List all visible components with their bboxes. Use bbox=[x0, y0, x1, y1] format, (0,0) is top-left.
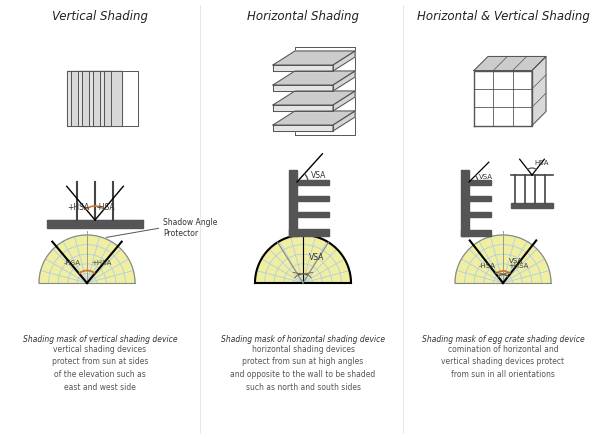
Bar bbox=[297, 212, 329, 216]
Polygon shape bbox=[77, 71, 82, 126]
Polygon shape bbox=[474, 71, 532, 126]
Polygon shape bbox=[273, 91, 355, 105]
Bar bbox=[297, 195, 329, 201]
Bar bbox=[469, 180, 491, 184]
Text: Vertical Shading: Vertical Shading bbox=[52, 10, 148, 23]
Text: VSA: VSA bbox=[479, 174, 493, 180]
Polygon shape bbox=[273, 85, 333, 91]
Polygon shape bbox=[333, 111, 355, 131]
Polygon shape bbox=[82, 71, 99, 126]
Polygon shape bbox=[273, 105, 333, 111]
Polygon shape bbox=[273, 65, 333, 71]
Text: +HSA: +HSA bbox=[91, 260, 111, 266]
Text: -HSA: -HSA bbox=[479, 263, 496, 268]
Text: comination of horizontal and
vertical shading devices protect
from sun in all or: comination of horizontal and vertical sh… bbox=[442, 345, 564, 379]
Text: -HSA: -HSA bbox=[97, 203, 116, 212]
Polygon shape bbox=[82, 71, 137, 126]
Polygon shape bbox=[532, 57, 546, 126]
Polygon shape bbox=[295, 47, 355, 135]
Polygon shape bbox=[255, 235, 351, 283]
Bar bbox=[511, 203, 553, 208]
Text: -HSA: -HSA bbox=[64, 260, 81, 266]
Text: Horizontal & Vertical Shading: Horizontal & Vertical Shading bbox=[417, 10, 589, 23]
Bar bbox=[461, 230, 491, 236]
Bar bbox=[297, 180, 329, 184]
Polygon shape bbox=[67, 71, 71, 126]
Polygon shape bbox=[273, 111, 355, 125]
Polygon shape bbox=[103, 71, 122, 126]
Polygon shape bbox=[88, 71, 93, 126]
Bar bbox=[461, 170, 469, 236]
Bar bbox=[289, 229, 329, 236]
Bar bbox=[469, 195, 491, 201]
Text: vertical shading devices
protect from sun at sides
of the elevation such as
east: vertical shading devices protect from su… bbox=[52, 345, 148, 392]
Text: Shading mask of egg crate shading device: Shading mask of egg crate shading device bbox=[422, 335, 584, 344]
Text: Shading mask of vertical shading device: Shading mask of vertical shading device bbox=[23, 335, 177, 344]
Polygon shape bbox=[273, 125, 333, 131]
Polygon shape bbox=[273, 71, 355, 85]
Polygon shape bbox=[333, 51, 355, 71]
Polygon shape bbox=[474, 57, 546, 71]
Text: Shading mask of horizontal shading device: Shading mask of horizontal shading devic… bbox=[221, 335, 385, 344]
Polygon shape bbox=[455, 235, 551, 283]
Text: Shadow Angle
Protector: Shadow Angle Protector bbox=[163, 218, 218, 237]
Text: VSA: VSA bbox=[309, 253, 324, 262]
Text: HSA: HSA bbox=[534, 160, 549, 166]
Text: +HSA: +HSA bbox=[67, 203, 89, 212]
Text: Horizontal Shading: Horizontal Shading bbox=[247, 10, 359, 23]
Polygon shape bbox=[333, 91, 355, 111]
Text: +HSA: +HSA bbox=[508, 263, 529, 268]
Polygon shape bbox=[93, 71, 111, 126]
Bar bbox=[47, 220, 143, 228]
Text: VSA: VSA bbox=[311, 171, 326, 180]
Polygon shape bbox=[39, 235, 135, 283]
Polygon shape bbox=[71, 71, 88, 126]
Bar bbox=[469, 212, 491, 216]
Text: horizontal shading devices
protect from sun at high angles
and opposite to the w: horizontal shading devices protect from … bbox=[231, 345, 376, 392]
Polygon shape bbox=[99, 71, 103, 126]
Text: VSA: VSA bbox=[509, 258, 523, 264]
Bar bbox=[289, 170, 297, 236]
Polygon shape bbox=[333, 71, 355, 91]
Polygon shape bbox=[273, 51, 355, 65]
